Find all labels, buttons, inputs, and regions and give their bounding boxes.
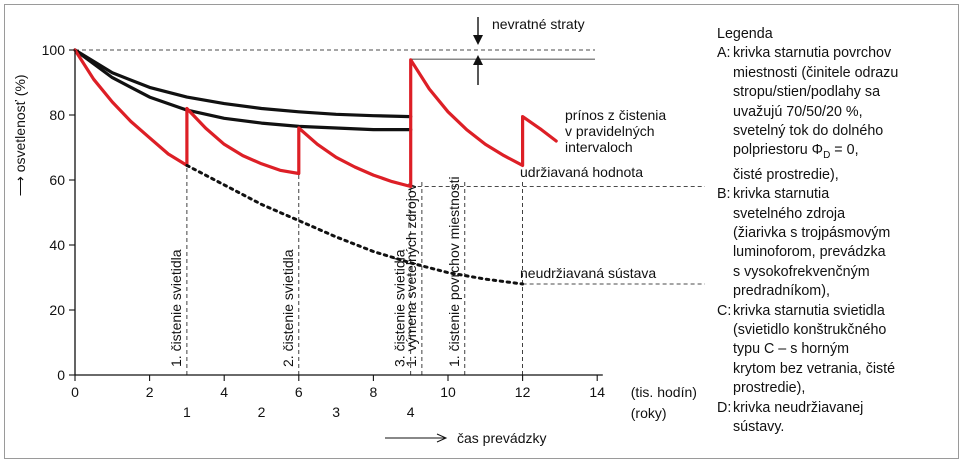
annotation-prinos-line: intervaloch [565, 139, 633, 155]
x-tick-label-years: 4 [407, 404, 415, 420]
y-tick-label: 40 [49, 237, 65, 253]
legend-text: krivka starnutia svietidla (svietidlo ko… [733, 302, 896, 397]
figure-frame: 1. čistenie svietidla 2. čistenie svietid… [4, 4, 959, 459]
x-tick-label-hours: 2 [146, 384, 154, 400]
legend: Legenda A: krivka starnutia povrchov mie… [717, 25, 962, 437]
legend-key: B: [717, 186, 731, 203]
legend-text: krivka starnutia povrchov miestnosti (či… [733, 45, 899, 183]
legend-text: krivka starnutia svetelného zdroja (žiar… [733, 186, 891, 300]
illuminance-chart: 1. čistenie svietidla 2. čistenie svietid… [12, 16, 705, 446]
vertical-label-1: 2. čistenie svietidla [280, 249, 296, 367]
legend-key: A: [717, 45, 731, 62]
axes [69, 49, 603, 381]
annotation-udrziavana: udržiavaná hodnota [520, 164, 643, 180]
series-line-2 [73, 48, 558, 189]
vertical-label-4: 1. čistenie povrchov miestnosti [446, 176, 462, 367]
x-tick-label-hours: 14 [589, 384, 605, 400]
legend-entry-a: A: krivka starnutia povrchov miestnosti … [717, 44, 962, 185]
series-line-0 [73, 48, 413, 119]
y-tick-label: 100 [42, 42, 66, 58]
x-axis-label: čas prevádzky [457, 430, 546, 446]
vertical-label-3: 1. výmena svetelných zdrojov [403, 183, 419, 367]
vertical-markers: 1. čistenie svietidla 2. čistenie svietid… [168, 59, 523, 375]
legend-text: krivka neudržiavanej sústavy. [733, 399, 864, 435]
y-tick-label: 0 [57, 367, 65, 383]
x-unit-hours: (tis. hodín) [631, 384, 697, 400]
x-tick-label-years: 3 [332, 404, 340, 420]
legend-key: C: [717, 302, 732, 319]
legend-entry-c: C: krivka starnutia svietidla (svietidlo… [717, 302, 962, 399]
arrow-down-head [473, 35, 483, 45]
x-label-arrowhead [436, 433, 448, 443]
x-unit-years: (roky) [631, 405, 667, 421]
annotation-prinos-line: prínos z čistenia [565, 107, 666, 123]
x-tick-label-hours: 12 [515, 384, 531, 400]
series-lines [73, 48, 558, 286]
x-tick-label-hours: 8 [370, 384, 378, 400]
x-tick-label-years: 1 [183, 404, 191, 420]
vertical-label-0: 1. čistenie svietidla [168, 249, 184, 367]
x-tick-label-hours: 0 [71, 384, 79, 400]
legend-entry-b: B: krivka starnutia svetelného zdroja (ž… [717, 185, 962, 301]
y-tick-label: 80 [49, 107, 65, 123]
y-tick-label: 60 [49, 172, 65, 188]
legend-key: D: [717, 399, 732, 416]
arrow-up-head [473, 55, 483, 65]
legend-entry-d: D: krivka neudržiavanej sústavy. [717, 399, 962, 438]
x-tick-label-hours: 4 [220, 384, 228, 400]
series-line-1 [73, 48, 413, 132]
y-tick-label: 20 [49, 302, 65, 318]
vertical-label-2: 3. čistenie svietidla [392, 249, 408, 367]
x-tick-label-hours: 6 [295, 384, 303, 400]
guide-lines [75, 49, 705, 285]
legend-subscript: D [823, 150, 831, 162]
annotation-neudrziavana: neudržiavaná sústava [520, 265, 656, 281]
y-axis-label: ⟶ osvetlenosť (%) [12, 74, 28, 196]
x-tick-label-hours: 10 [440, 384, 456, 400]
annotation-prinos-line: v pravidelných [565, 123, 655, 139]
annotation-nevratne: nevratné straty [492, 16, 585, 32]
x-tick-label-years: 2 [258, 404, 266, 420]
legend-title: Legenda [717, 26, 773, 42]
series-line-3 [185, 163, 525, 286]
